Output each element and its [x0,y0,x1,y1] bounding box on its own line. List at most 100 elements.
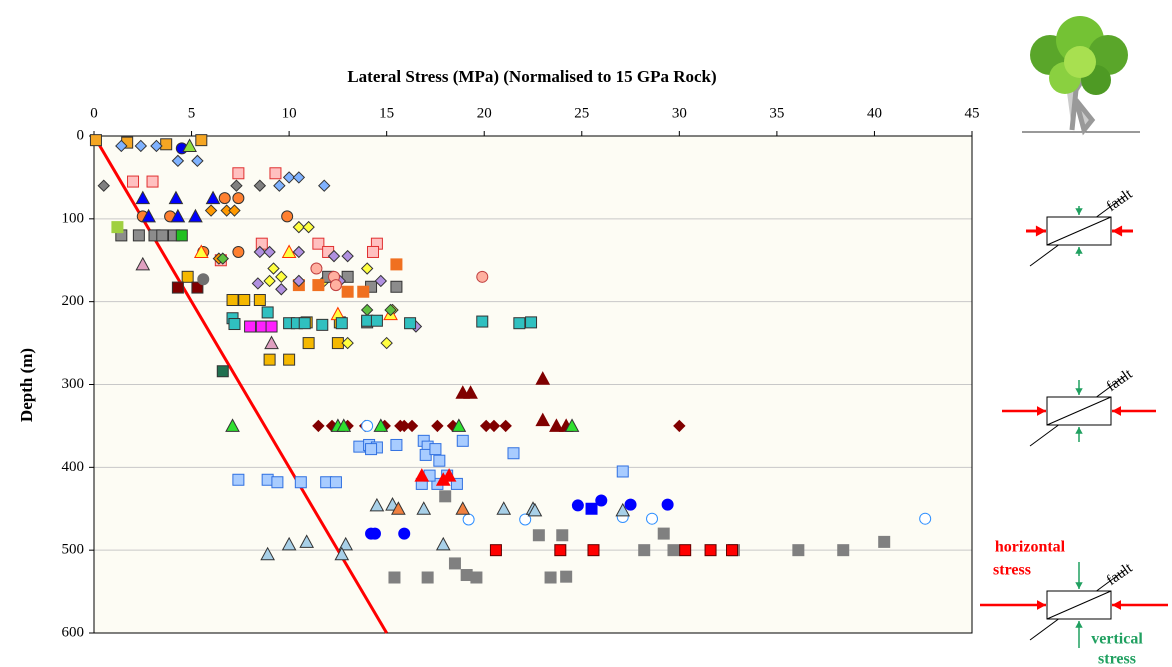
arrow-head [1035,225,1046,237]
point [225,418,240,432]
point [532,529,545,542]
point [390,280,403,293]
point [232,245,245,258]
point [181,270,194,283]
chart-title: Lateral Stress (MPa) (Normalised to 15 G… [347,67,716,86]
arrow-head [1037,600,1046,610]
tree-icon [1022,16,1140,136]
point [367,245,380,258]
point [261,306,274,319]
point [369,497,385,512]
point [585,502,598,515]
point [134,139,148,153]
point [499,419,512,433]
point [191,281,204,294]
point [616,465,629,478]
point [329,279,342,292]
point [312,279,325,292]
point [264,335,279,350]
point [218,192,231,205]
point [487,419,501,433]
point [327,249,341,263]
point [525,316,538,329]
point [191,154,204,168]
point [255,237,268,250]
point [380,336,393,350]
arrow-head [1112,406,1121,416]
y-axis-label: Depth (m) [17,348,36,422]
point [476,315,489,328]
x-tick-label: 15 [379,105,394,121]
point [299,534,315,548]
point [549,418,564,432]
point [429,443,442,456]
point [657,527,670,540]
point [226,294,239,307]
point [338,536,354,551]
fault-line [1046,590,1112,620]
point [544,571,557,584]
point [587,544,600,557]
point [283,353,296,366]
point [141,208,156,223]
point [365,443,378,456]
x-tick-label: 30 [672,105,687,121]
point [135,190,151,205]
point [281,210,294,223]
point [374,274,388,288]
point [792,544,805,557]
arrow-head [1112,225,1123,237]
point [507,447,520,460]
point [310,262,323,275]
horizontal-stress-label: horizontal [995,539,1066,556]
point [667,544,680,557]
point [171,281,184,294]
point [232,167,245,180]
arrow-head [1075,388,1083,395]
point [267,262,280,275]
point [615,502,631,517]
point [390,258,403,271]
point [384,303,397,317]
point [527,502,543,517]
point [146,175,159,188]
point [312,419,325,433]
point [263,274,276,288]
point [470,571,483,584]
point [679,544,692,557]
x-tick-label: 45 [965,105,980,121]
point [878,535,891,548]
point [496,501,512,515]
point [193,244,209,258]
plot-border [93,135,973,634]
point [271,476,284,489]
point [273,179,286,192]
point [195,134,208,147]
point [263,353,276,366]
fault-label: fault [1104,366,1136,395]
x-tick-label: 10 [282,105,297,121]
point [435,472,451,486]
fault-line [1046,396,1112,426]
point [115,139,128,153]
point [341,270,354,283]
point [456,434,469,447]
point [230,179,243,192]
arrow-head [1075,208,1083,215]
point [595,494,608,507]
y-tick-label: 300 [62,376,85,392]
point [204,204,218,217]
point [171,154,185,168]
point [368,527,381,540]
point [197,273,210,286]
fault-label: fault [1104,186,1136,215]
y-tick-label: 100 [62,210,85,226]
point [361,419,374,432]
point [232,192,245,205]
point [260,546,275,561]
point [298,317,311,330]
point [263,245,276,259]
point [318,179,331,192]
arrow-head [1075,582,1083,589]
point [205,190,221,205]
